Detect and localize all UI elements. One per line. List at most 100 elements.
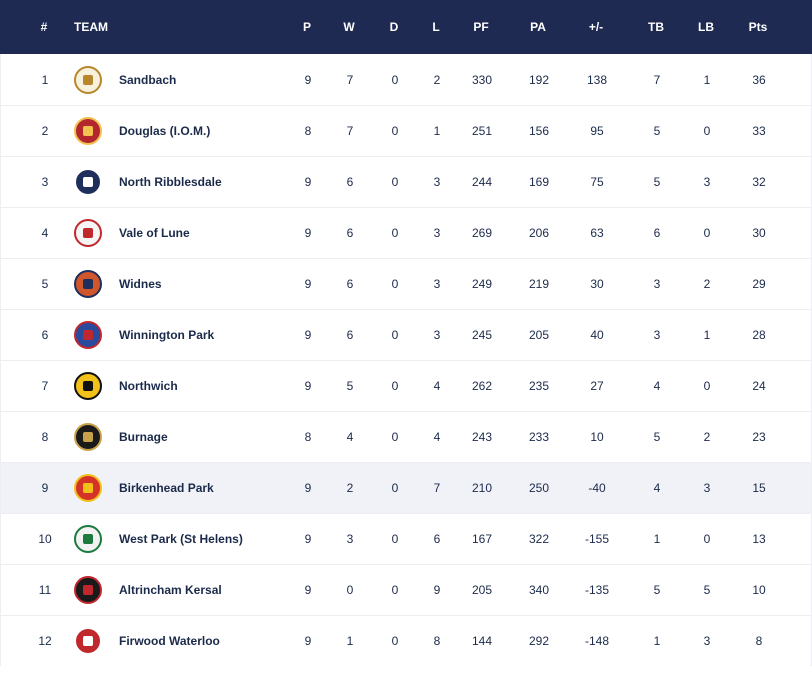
played-cell: 9	[304, 226, 312, 240]
table-row[interactable]: 6 9 6 0 3 245 205 40 3 1 28 Winnington Park	[1, 309, 811, 360]
try-bonus-cell: 5	[653, 175, 661, 189]
table-row[interactable]: 11 9 0 0 9 205 340 -135 5 5 10 Altrincham Kersal	[1, 564, 811, 615]
points-cell: 15	[752, 481, 766, 495]
losing-bonus-cell: 0	[703, 226, 711, 240]
team-crest-icon	[74, 270, 102, 298]
table-row[interactable]: 2 8 7 0 1 251 156 95 5 0 33 Douglas (I.O.M.)	[1, 105, 811, 156]
crest-emblem-icon	[83, 585, 93, 595]
table-row[interactable]: 10 9 3 0 6 167 322 -155 1 0 13 West Park (St Helens…	[1, 513, 811, 564]
position-cell: 6	[41, 328, 49, 342]
team-name-link[interactable]: Burnage	[119, 430, 168, 444]
table-row[interactable]: 7 9 5 0 4 262 235 27 4 0 24 Northwich	[1, 360, 811, 411]
table-row[interactable]: 3 9 6 0 3 244 169 75 5 3 32 North Ribblesdale	[1, 156, 811, 207]
table-row[interactable]: 1 9 7 0 2 330 192 138 7 1 36 Sandbach	[1, 54, 811, 105]
crest-emblem-icon	[83, 330, 93, 340]
points-cell: 10	[752, 583, 766, 597]
header-team: TEAM	[74, 20, 108, 34]
points-cell: 33	[752, 124, 766, 138]
points-for-cell: 210	[471, 481, 493, 495]
lost-cell: 9	[433, 583, 441, 597]
team-name-link[interactable]: North Ribblesdale	[119, 175, 222, 189]
points-for-cell: 243	[471, 430, 493, 444]
points-against-cell: 219	[528, 277, 550, 291]
points-against-cell: 206	[528, 226, 550, 240]
drawn-cell: 0	[391, 226, 399, 240]
won-cell: 7	[346, 72, 354, 87]
table-row[interactable]: 4 9 6 0 3 269 206 63 6 0 30 Vale of Lune	[1, 207, 811, 258]
position-cell: 12	[38, 634, 52, 648]
team-name-link[interactable]: Winnington Park	[119, 328, 215, 342]
points-cell: 36	[752, 72, 766, 87]
table-row[interactable]: 9 9 2 0 7 210 250 -40 4 3 15 Birkenhead Park	[1, 462, 811, 513]
team-name-link[interactable]: Altrincham Kersal	[119, 583, 222, 597]
drawn-cell: 0	[391, 277, 399, 291]
table-body: 1 9 7 0 2 330 192 138 7 1 36 Sandbach 2 8 7 0 1 251 156 95 5…	[0, 54, 812, 666]
table-row[interactable]: 12 9 1 0 8 144 292 -148 1 3 8 Firwood Waterloo	[1, 615, 811, 666]
drawn-cell: 0	[391, 379, 399, 393]
crest-emblem-icon	[83, 279, 93, 289]
difference-cell: -40	[588, 481, 606, 495]
team-name-link[interactable]: West Park (St Helens)	[119, 532, 243, 546]
won-cell: 2	[346, 481, 354, 495]
played-cell: 9	[304, 583, 312, 597]
played-cell: 9	[304, 328, 312, 342]
points-for-cell: 245	[471, 328, 493, 342]
table-row[interactable]: 8 8 4 0 4 243 233 10 5 2 23 Burnage	[1, 411, 811, 462]
lost-cell: 4	[433, 430, 441, 444]
difference-cell: 75	[590, 175, 604, 189]
won-cell: 6	[346, 175, 354, 189]
difference-cell: -148	[584, 634, 610, 648]
difference-cell: -135	[584, 583, 610, 597]
lost-cell: 2	[433, 72, 441, 87]
team-crest-icon	[74, 219, 102, 247]
team-name-link[interactable]: Vale of Lune	[119, 226, 190, 240]
played-cell: 9	[304, 277, 312, 291]
drawn-cell: 0	[391, 532, 399, 546]
team-crest-icon	[74, 627, 102, 655]
losing-bonus-cell: 3	[703, 481, 711, 495]
position-cell: 11	[38, 583, 52, 597]
losing-bonus-cell: 3	[703, 634, 711, 648]
header-points: Pts	[748, 20, 768, 34]
difference-cell: 10	[590, 430, 604, 444]
points-against-cell: 322	[528, 532, 550, 546]
drawn-cell: 0	[391, 72, 399, 87]
try-bonus-cell: 5	[653, 430, 661, 444]
points-cell: 24	[752, 379, 766, 393]
try-bonus-cell: 6	[653, 226, 661, 240]
crest-emblem-icon	[83, 432, 93, 442]
team-name-link[interactable]: Birkenhead Park	[119, 481, 214, 495]
team-name-link[interactable]: Firwood Waterloo	[119, 634, 220, 648]
difference-cell: 27	[590, 379, 604, 393]
won-cell: 6	[346, 226, 354, 240]
points-for-cell: 262	[471, 379, 493, 393]
won-cell: 3	[346, 532, 354, 546]
played-cell: 9	[304, 175, 312, 189]
lost-cell: 7	[433, 481, 441, 495]
header-won: W	[343, 20, 355, 34]
points-cell: 8	[755, 634, 763, 648]
team-name-link[interactable]: Northwich	[119, 379, 178, 393]
team-name-link[interactable]: Douglas (I.O.M.)	[119, 124, 211, 138]
try-bonus-cell: 3	[653, 277, 661, 291]
played-cell: 9	[304, 481, 312, 495]
drawn-cell: 0	[391, 481, 399, 495]
played-cell: 9	[304, 532, 312, 546]
difference-cell: 63	[590, 226, 604, 240]
losing-bonus-cell: 0	[703, 532, 711, 546]
points-against-cell: 250	[528, 481, 550, 495]
header-try-bonus: TB	[648, 20, 664, 34]
drawn-cell: 0	[391, 583, 399, 597]
lost-cell: 8	[433, 634, 441, 648]
points-cell: 28	[752, 328, 766, 342]
played-cell: 9	[304, 634, 312, 648]
crest-emblem-icon	[83, 74, 93, 85]
team-name-link[interactable]: Sandbach	[119, 72, 177, 87]
header-position: #	[40, 20, 48, 34]
lost-cell: 3	[433, 328, 441, 342]
table-row[interactable]: 5 9 6 0 3 249 219 30 3 2 29 Widnes	[1, 258, 811, 309]
lost-cell: 4	[433, 379, 441, 393]
team-name-link[interactable]: Widnes	[119, 277, 162, 291]
losing-bonus-cell: 5	[703, 583, 711, 597]
difference-cell: 138	[586, 72, 608, 87]
